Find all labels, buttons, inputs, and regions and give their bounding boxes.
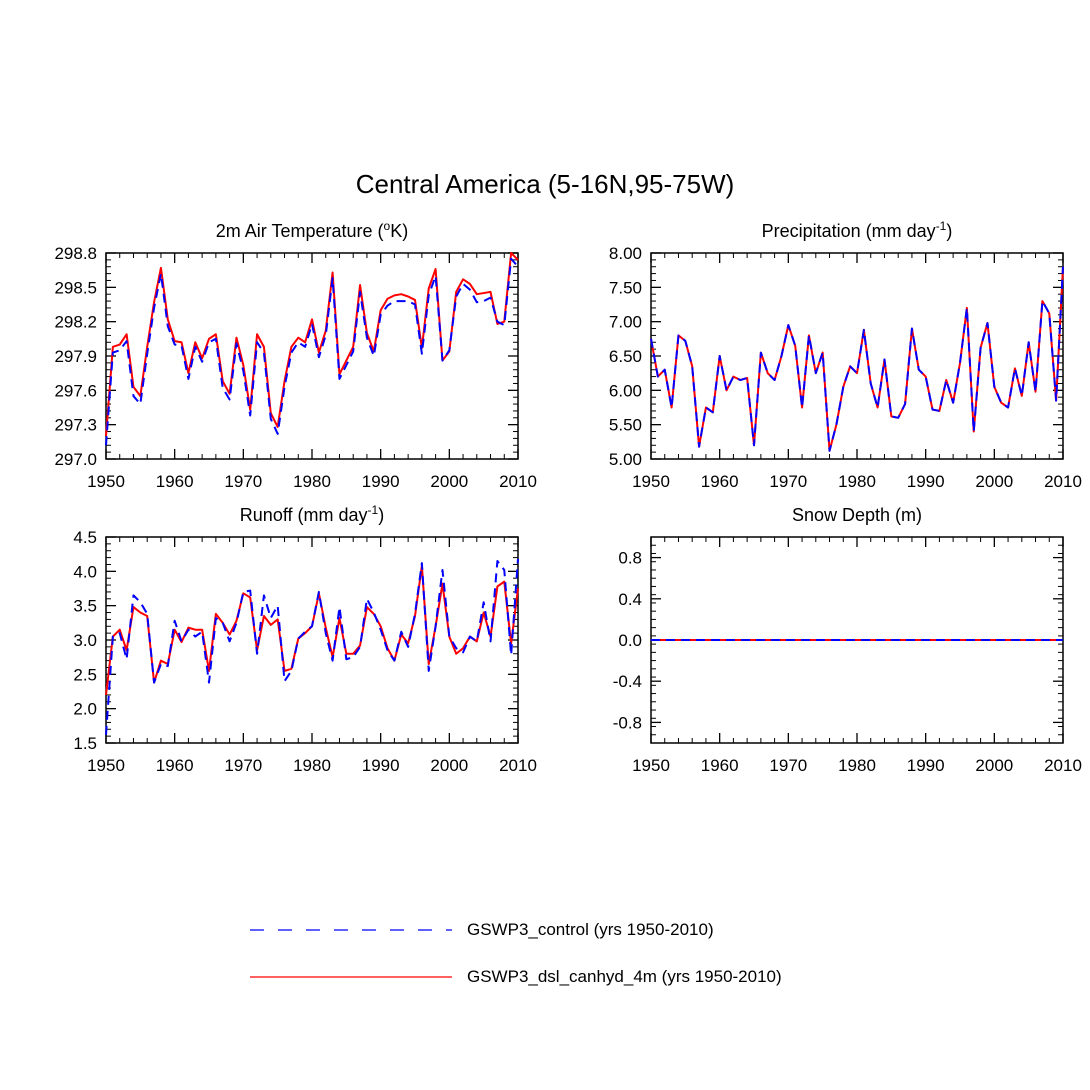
precipitation-ytick-label: 5.00: [609, 450, 642, 469]
snow-depth-ytick-label: 0.0: [618, 631, 642, 650]
air-temperature-ytick-label: 298.5: [54, 278, 97, 297]
runoff-ytick-label: 3.5: [73, 597, 97, 616]
precipitation-xtick-label: 1960: [701, 472, 739, 491]
legend-label-control: GSWP3_control (yrs 1950-2010): [467, 920, 714, 939]
precipitation-xtick-label: 1970: [769, 472, 807, 491]
runoff-ytick-label: 2.0: [73, 700, 97, 719]
air-temperature-ytick-label: 297.9: [54, 347, 97, 366]
legend-label-dsl-canhyd: GSWP3_dsl_canhyd_4m (yrs 1950-2010): [467, 967, 782, 986]
precipitation-xtick-label: 2000: [975, 472, 1013, 491]
snow-depth-xtick-label: 1970: [769, 756, 807, 775]
snow-depth-xtick-label: 1960: [701, 756, 739, 775]
air-temperature-xtick-label: 2000: [430, 472, 468, 491]
air-temperature-ytick-label: 297.0: [54, 450, 97, 469]
panels: 2m Air Temperature (oK) 1950 1960 1970 1980 1…: [54, 219, 1081, 775]
air-temperature-xtick-label: 1960: [156, 472, 194, 491]
precipitation-series-control: [650, 266, 1064, 452]
runoff-series-control: [105, 558, 519, 735]
snow-depth-title: Snow Depth (m): [792, 505, 922, 525]
air-temperature-xtick-label: 1980: [293, 472, 331, 491]
snow-depth-ytick-label: -0.8: [613, 713, 642, 732]
snow-depth-ytick-label: 0.4: [618, 590, 642, 609]
runoff-xtick-label: 1950: [87, 756, 125, 775]
air-temperature-ytick-label: 298.8: [54, 244, 97, 263]
precipitation-xtick-label: 1990: [907, 472, 945, 491]
snow-depth-xtick-label: 2010: [1044, 756, 1082, 775]
runoff-frame: [105, 536, 519, 744]
air-temperature-title: 2m Air Temperature (oK): [216, 219, 408, 241]
runoff-ytick-label: 3.0: [73, 631, 97, 650]
air-temperature-series-dsl-canhyd: [105, 252, 519, 437]
air-temperature-series-control: [105, 257, 519, 446]
precipitation-xtick-label: 1980: [838, 472, 876, 491]
air-temperature-xtick-label: 2010: [499, 472, 537, 491]
precipitation-ytick-label: 7.00: [609, 313, 642, 332]
snow-depth-ytick-label: 0.8: [618, 549, 642, 568]
legend: GSWP3_control (yrs 1950-2010) GSWP3_dsl_…: [250, 920, 782, 986]
runoff-xtick-label: 2000: [430, 756, 468, 775]
figure-title: Central America (5-16N,95-75W): [356, 169, 735, 199]
precipitation-ytick-label: 8.00: [609, 244, 642, 263]
runoff-ytick-label: 4.0: [73, 562, 97, 581]
snow-depth-xtick-label: 2000: [975, 756, 1013, 775]
air-temperature-ytick-label: 297.3: [54, 416, 97, 435]
snow-depth-xtick-label: 1980: [838, 756, 876, 775]
runoff-ytick-label: 2.5: [73, 665, 97, 684]
precipitation-ytick-label: 6.50: [609, 347, 642, 366]
runoff-xtick-label: 1970: [224, 756, 262, 775]
snow-depth-xtick-label: 1990: [907, 756, 945, 775]
panel-air-temperature: 2m Air Temperature (oK) 1950 1960 1970 1980 1…: [54, 219, 536, 491]
runoff-title: Runoff (mm day-1): [240, 503, 384, 525]
runoff-xtick-label: 2010: [499, 756, 537, 775]
air-temperature-frame: [105, 252, 519, 460]
runoff-xtick-label: 1980: [293, 756, 331, 775]
precipitation-title: Precipitation (mm day-1): [762, 219, 953, 241]
panel-precipitation: Precipitation (mm day-1) 1950 1960 1970 1980…: [609, 219, 1082, 491]
air-temperature-ytick-label: 297.6: [54, 381, 97, 400]
precipitation-ytick-label: 5.50: [609, 416, 642, 435]
precipitation-series-dsl-canhyd: [650, 266, 1064, 452]
precipitation-frame: [650, 252, 1064, 460]
air-temperature-ytick-label: 298.2: [54, 313, 97, 332]
runoff-ytick-label: 1.5: [73, 734, 97, 753]
runoff-ytick-label: 4.5: [73, 528, 97, 547]
air-temperature-xtick-label: 1990: [362, 472, 400, 491]
snow-depth-ytick-label: -0.4: [613, 672, 642, 691]
precipitation-xtick-label: 2010: [1044, 472, 1082, 491]
runoff-series-dsl-canhyd: [105, 564, 519, 696]
precipitation-ytick-label: 7.50: [609, 278, 642, 297]
air-temperature-xtick-label: 1970: [224, 472, 262, 491]
runoff-xtick-label: 1990: [362, 756, 400, 775]
precipitation-xtick-label: 1950: [632, 472, 670, 491]
panel-snow-depth: Snow Depth (m) 1950 1960 1970 1980 1990 2000 20…: [613, 505, 1082, 775]
panel-runoff: Runoff (mm day-1) 1950 1960 1970 1980 1990 200…: [73, 503, 537, 775]
air-temperature-xtick-label: 1950: [87, 472, 125, 491]
runoff-xtick-label: 1960: [156, 756, 194, 775]
precipitation-ytick-label: 6.00: [609, 381, 642, 400]
snow-depth-xtick-label: 1950: [632, 756, 670, 775]
